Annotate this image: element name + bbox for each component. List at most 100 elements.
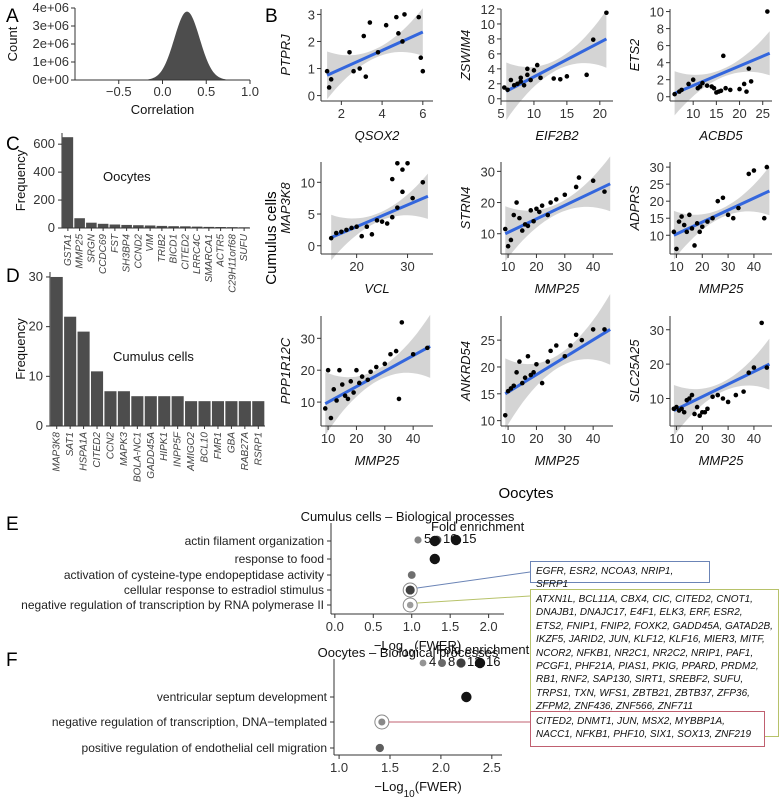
b7-x-tick-label: 10 (321, 431, 335, 446)
b8-x-tick-label: 20 (529, 431, 543, 446)
bar-vim (144, 225, 156, 228)
b4-ylabel: MAP3K8 (278, 182, 293, 234)
e-category-label: negative regulation of transcription by … (21, 598, 324, 612)
f-xlabel: −Log10(FWER) (374, 779, 461, 800)
b7-point (334, 398, 339, 403)
c-y-tick-label: 200 (33, 192, 55, 207)
b9-point (674, 404, 679, 410)
b3-y-tick-label: 10 (650, 5, 664, 20)
b6-point (697, 229, 702, 235)
c-category-label: VIM (145, 233, 156, 251)
b9-xlabel: MMP25 (699, 453, 745, 468)
b8-point (511, 383, 517, 389)
b4-point (369, 232, 375, 237)
b7-point (425, 345, 430, 351)
e-x-tick-label: 1.5 (441, 619, 459, 634)
b5-point (539, 203, 545, 208)
bar-rab27a (238, 401, 251, 426)
b2-point (518, 79, 524, 84)
b5-point (553, 197, 559, 202)
bar-hipk1 (158, 396, 171, 426)
bar-sat1 (64, 316, 77, 426)
b2-point (518, 75, 524, 81)
b1-point (394, 14, 399, 20)
b2-fit-line (505, 37, 608, 93)
b5-point (502, 226, 508, 232)
f-x-tick-label: 2.5 (483, 760, 501, 775)
b4-point (384, 221, 390, 226)
b8-point (568, 343, 573, 348)
b1-xlabel: QSOX2 (355, 128, 401, 143)
b7-ylabel: PPP1R12C (278, 337, 293, 404)
d-ylabel: Frequency (13, 318, 28, 380)
b1-point (416, 14, 422, 20)
e-dot (429, 553, 440, 565)
b7-x-tick-label: 20 (349, 431, 363, 446)
f-legend-title: Fold enrichment (436, 642, 530, 657)
c-category-label: SMARCA1 (204, 234, 215, 282)
f-x-tick-label: 1.0 (330, 760, 348, 775)
b5-y-tick-label: 30 (481, 164, 495, 179)
b1-point (402, 12, 407, 17)
d-category-label: CITED2 (92, 432, 103, 468)
b2-x-tick-label: 10 (527, 106, 541, 121)
b3-y-tick-label: 4 (657, 56, 664, 71)
b3-point (679, 87, 684, 93)
b9-point (764, 365, 770, 370)
bar-inpp5f (171, 396, 184, 426)
e-x-tick-label: 0.0 (326, 619, 344, 634)
b4-point (395, 160, 400, 166)
b6-x-tick-label: 10 (669, 259, 683, 274)
b9-x-tick-label: 30 (721, 431, 735, 446)
b5-point (573, 184, 579, 190)
b5-y-tick-label: 10 (481, 227, 495, 242)
e-highlight-ring-estradiol (402, 582, 418, 598)
b4-point (339, 229, 344, 235)
b6-xlabel: MMP25 (699, 281, 745, 296)
b7-point (337, 367, 342, 373)
f-category-label: negative regulation of transcription, DN… (52, 715, 327, 729)
b7-x-tick-label: 30 (378, 431, 392, 446)
b8-point (519, 380, 525, 386)
d-category-label: SAT1 (65, 432, 76, 456)
b7-point (359, 374, 365, 379)
b5-point (519, 228, 525, 233)
d-y-tick-label: 30 (29, 269, 43, 284)
b6-point (689, 226, 695, 231)
b7-point (328, 415, 334, 421)
b8-point (562, 353, 568, 359)
b2-y-tick-label: 4 (488, 62, 495, 77)
b1-point (361, 33, 367, 39)
b5-point (528, 208, 534, 213)
f-legend-dot (438, 659, 446, 667)
b2-point (505, 87, 510, 93)
b2-point (525, 66, 530, 72)
b1-x-tick-label: 2 (338, 106, 345, 121)
c-category-label: BICD1 (169, 234, 180, 263)
b3-point (748, 79, 754, 84)
a-x-tick-label: 0.5 (197, 84, 215, 99)
b7-point (331, 387, 337, 392)
a-y-tick-label: 1e+06 (32, 54, 69, 69)
panel-letter-e: E (6, 514, 19, 535)
b6-point (692, 243, 697, 248)
b3-point (737, 86, 742, 92)
b5-point (517, 215, 522, 221)
b5-point (548, 200, 553, 205)
a-y-tick-label: 2e+06 (32, 36, 69, 51)
b4-point (354, 224, 359, 230)
d-category-label: MAP3K8 (52, 432, 63, 472)
b9-point (710, 394, 715, 400)
b8-point (522, 375, 528, 381)
b2-point (590, 37, 596, 42)
b6-x-tick-label: 40 (747, 259, 761, 274)
b1-point (328, 77, 334, 82)
e-dot (405, 585, 415, 595)
b9-y-tick-label: 10 (650, 392, 664, 407)
b8-point (602, 327, 607, 332)
b7-point (373, 364, 379, 370)
f-legend-label: 16 (486, 654, 500, 669)
b3-x-tick-label: 15 (709, 106, 723, 121)
b1-point (383, 22, 389, 28)
b8-point (573, 332, 579, 338)
